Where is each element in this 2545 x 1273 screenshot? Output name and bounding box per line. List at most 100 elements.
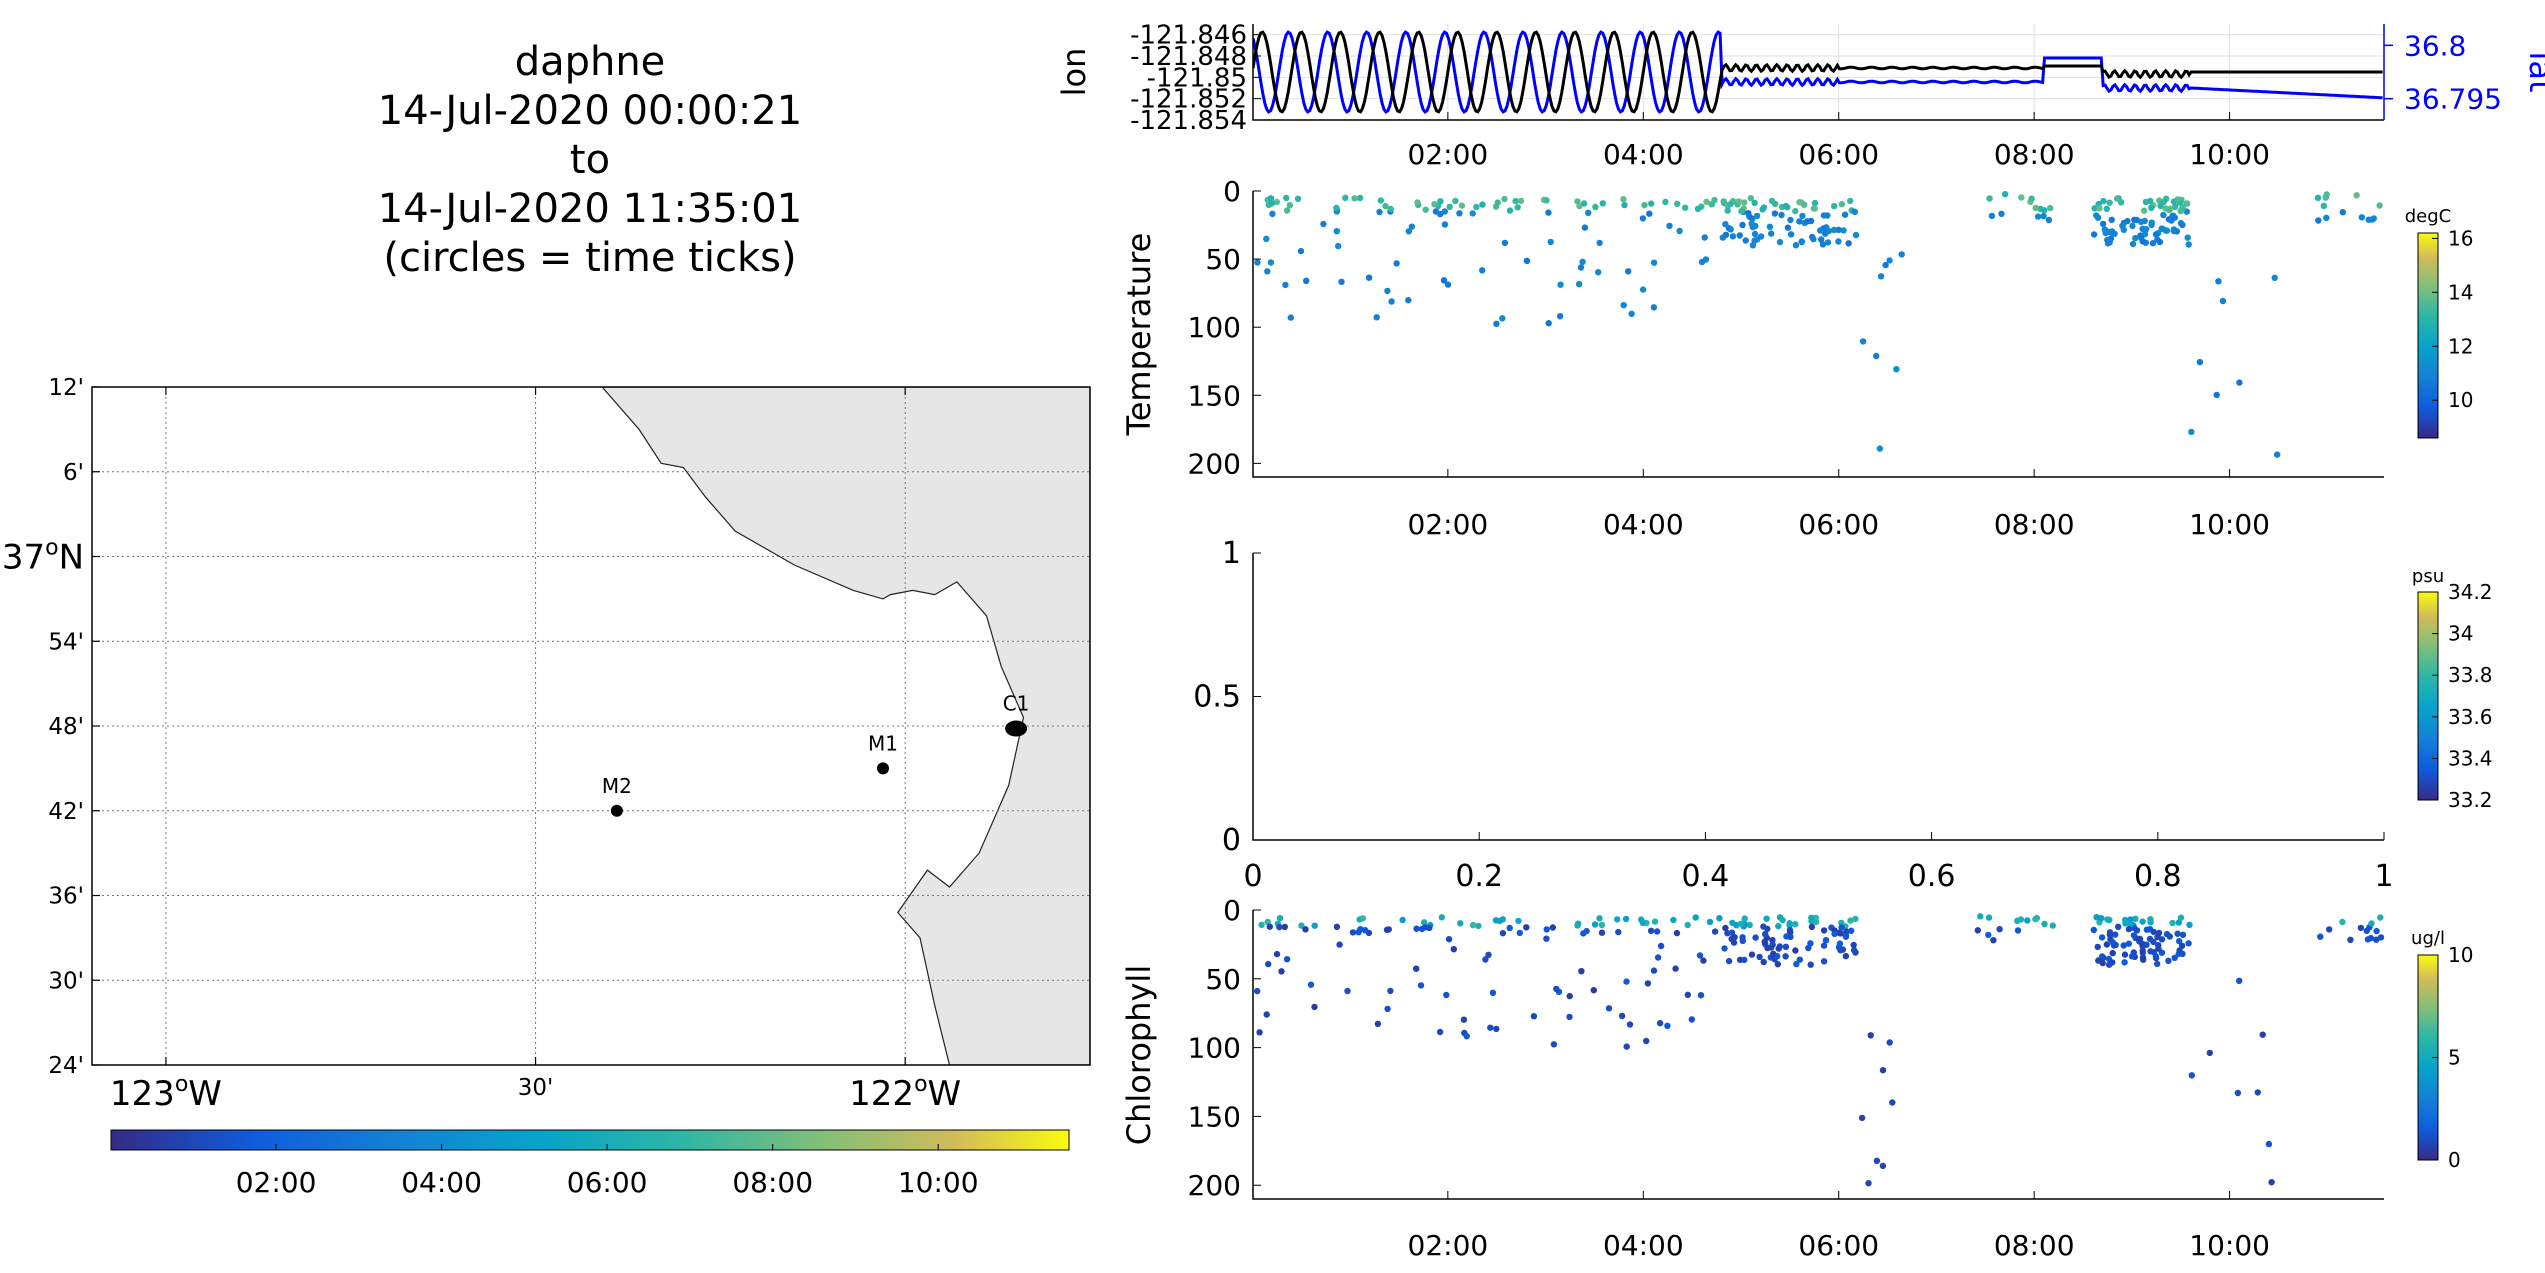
- data-point: [1752, 934, 1759, 941]
- data-point: [2150, 928, 2157, 936]
- colorbar-tick-label: 04:00: [401, 1166, 482, 1199]
- data-point: [1859, 338, 1867, 345]
- data-point: [2169, 212, 2176, 220]
- data-point: [1702, 256, 1710, 263]
- data-point: [1543, 935, 1550, 942]
- lonlat-yticks: -121.846-121.848-121.85-121.852-121.854: [1130, 21, 1261, 136]
- data-point: [2129, 222, 2136, 230]
- data-point: [1799, 212, 1806, 220]
- data-point: [2090, 231, 2098, 238]
- data-point: [2024, 917, 2031, 924]
- data-point: [1748, 951, 1756, 958]
- colorbar-tick-label: 10: [2448, 388, 2473, 412]
- salinity-colorbar-label: psu: [2412, 566, 2444, 587]
- data-point: [1485, 951, 1492, 958]
- data-point: [1644, 980, 1652, 987]
- data-point: [2179, 931, 2187, 938]
- data-point: [1437, 198, 1444, 205]
- map-colorbar-ticks: 02:00 04:00 06:00 08:00 10:00: [236, 1144, 979, 1199]
- data-point: [1700, 957, 1707, 964]
- data-point: [2368, 920, 2375, 927]
- data-point: [1775, 945, 1782, 952]
- data-point: [1333, 204, 1340, 212]
- colorbar-tick-label: 33.2: [2448, 788, 2493, 812]
- data-point: [1650, 304, 1658, 311]
- data-point: [1473, 203, 1480, 211]
- data-point: [1796, 199, 1803, 206]
- data-point: [1741, 199, 1748, 206]
- data-point: [1530, 1013, 1538, 1020]
- data-point: [1742, 237, 1749, 244]
- data-point: [2028, 195, 2035, 202]
- data-point: [1692, 914, 1699, 921]
- station-marker: [610, 804, 623, 817]
- ytick-label: 0: [1223, 175, 1241, 208]
- data-point: [1654, 954, 1662, 961]
- temperature-colorbar-label: degC: [2405, 206, 2452, 227]
- data-point: [1440, 277, 1448, 284]
- data-point: [1578, 968, 1585, 975]
- data-point: [1556, 313, 1564, 320]
- data-point: [1387, 987, 1394, 995]
- data-point: [1879, 1162, 1887, 1170]
- data-point: [1831, 930, 1838, 937]
- data-point: [1458, 202, 1466, 209]
- colorbar-tick-label: 0: [2448, 1148, 2461, 1172]
- data-point: [1719, 234, 1727, 241]
- station-marker: [1005, 720, 1028, 737]
- data-point: [2121, 959, 2128, 966]
- data-point: [1722, 924, 1729, 932]
- data-point: [1499, 930, 1507, 937]
- data-point: [1283, 956, 1291, 963]
- data-point: [2188, 1072, 2195, 1079]
- data-point: [1653, 928, 1661, 935]
- data-point: [1759, 206, 1766, 213]
- data-point: [1974, 927, 1982, 934]
- data-point: [2094, 214, 2102, 221]
- data-point: [2032, 915, 2039, 923]
- data-point: [1384, 1005, 1391, 1013]
- chlorophyll-xticks: 02:00 04:00 06:00 08:00 10:00: [1408, 1191, 2270, 1262]
- data-point: [2106, 239, 2113, 246]
- data-point: [1438, 914, 1446, 921]
- data-point: [1793, 960, 1800, 968]
- data-point: [1820, 942, 1828, 949]
- salinity-xticks: 0 0.2 0.4 0.6 0.8 1: [1243, 832, 2394, 894]
- data-point: [2358, 214, 2365, 221]
- data-point: [1824, 239, 1832, 246]
- data-point: [1852, 915, 1859, 923]
- data-point: [1684, 921, 1691, 929]
- data-point: [2143, 926, 2151, 933]
- station-label: C1: [1003, 692, 1030, 716]
- map-panel: 12' 6' 37oN 54' 48' 42' 36' 30' 24' 123oW 30' 122o…: [2, 375, 1091, 1114]
- data-point: [1599, 200, 1607, 207]
- data-point: [2314, 194, 2322, 201]
- data-point: [1842, 933, 1850, 940]
- data-point: [1804, 218, 1811, 225]
- data-point: [1469, 921, 1477, 929]
- data-point: [2139, 225, 2146, 232]
- data-point: [2122, 920, 2129, 927]
- data-point: [2129, 240, 2137, 248]
- data-point: [2172, 203, 2179, 210]
- data-point: [1276, 923, 1283, 931]
- data-point: [2163, 930, 2171, 938]
- data-point: [1294, 195, 1302, 202]
- data-point: [1662, 198, 1669, 206]
- data-point: [2096, 205, 2103, 212]
- data-point: [1626, 1021, 1634, 1028]
- lonlat-ytick-label: -121.852: [1130, 85, 1247, 115]
- data-point: [1620, 302, 1627, 309]
- data-point: [1297, 247, 1305, 255]
- data-point: [2147, 916, 2154, 923]
- data-point: [1506, 924, 1513, 932]
- colorbar-tick-label: 16: [2448, 226, 2473, 250]
- data-point: [1545, 320, 1552, 327]
- data-point: [1393, 260, 1400, 267]
- salinity-panel: 10.50 0 0.2 0.4 0.6 0.8 1 psu 34.23433.833.63…: [1193, 536, 2492, 894]
- data-point: [1757, 233, 1765, 240]
- data-point: [2103, 941, 2111, 948]
- data-point: [1882, 261, 1889, 269]
- data-point: [2098, 915, 2105, 922]
- data-point: [1550, 1041, 1558, 1048]
